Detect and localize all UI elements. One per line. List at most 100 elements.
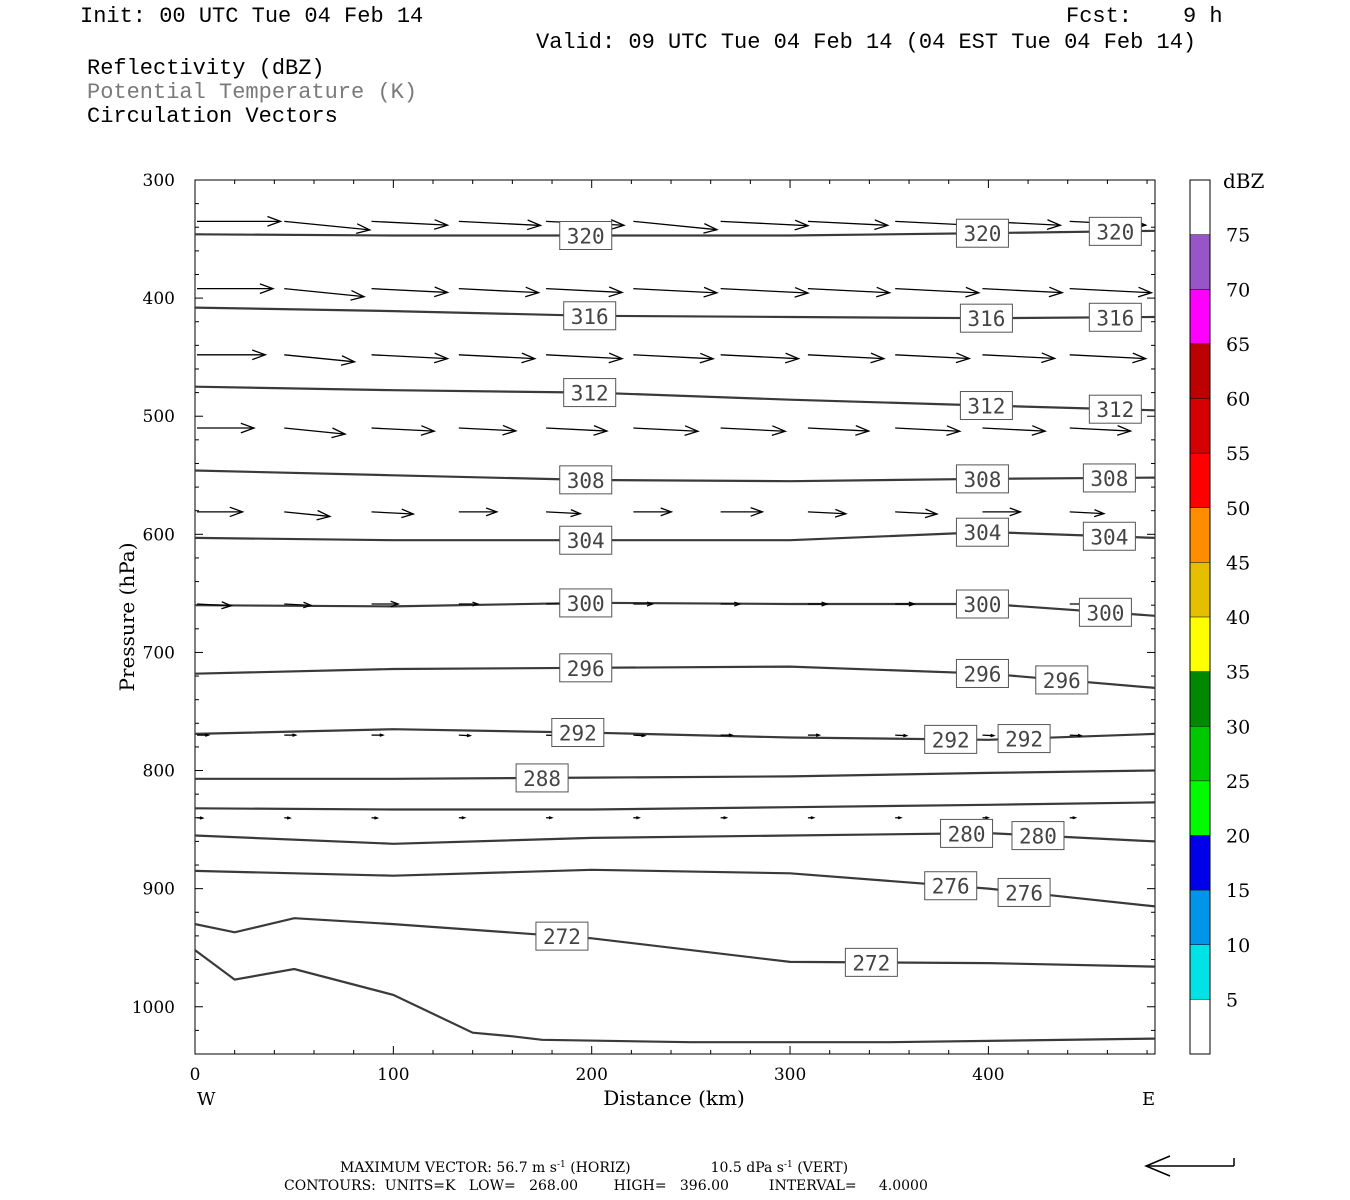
contour-label: 304 bbox=[559, 525, 613, 555]
svg-text:272: 272 bbox=[543, 925, 581, 949]
theta-contour-308 bbox=[195, 469, 1155, 483]
svg-text:316: 316 bbox=[571, 305, 609, 329]
circulation-vector bbox=[1069, 425, 1133, 436]
contour-label: 316 bbox=[959, 303, 1013, 333]
colorbar-label: 75 bbox=[1226, 225, 1250, 247]
circulation-vector bbox=[546, 286, 624, 298]
circulation-vector bbox=[895, 508, 939, 519]
circulation-vector bbox=[546, 816, 554, 820]
circulation-vector bbox=[807, 816, 816, 820]
contour-label: 316 bbox=[1088, 302, 1142, 332]
contour-label: 312 bbox=[563, 378, 617, 408]
y-axis-label: Pressure (hPa) bbox=[115, 543, 139, 692]
circulation-vector bbox=[371, 733, 385, 737]
colorbar-label: 70 bbox=[1226, 279, 1250, 301]
circulation-vector bbox=[284, 427, 347, 439]
circulation-vector bbox=[720, 733, 734, 737]
circulation-vector bbox=[458, 219, 543, 231]
circulation-vector bbox=[895, 286, 981, 298]
colorbar-title: dBZ bbox=[1223, 169, 1265, 193]
circulation-vector bbox=[720, 352, 801, 364]
circulation-vector bbox=[633, 220, 719, 234]
west-label: W bbox=[197, 1089, 216, 1110]
colorbar-label: 50 bbox=[1226, 498, 1250, 520]
colorbar-label: 65 bbox=[1226, 334, 1250, 356]
svg-text:316: 316 bbox=[1096, 306, 1134, 330]
svg-text:296: 296 bbox=[963, 662, 1001, 686]
theta-contour-316 bbox=[195, 306, 1155, 320]
colorbar-swatch bbox=[1190, 180, 1210, 235]
contour-label: 276 bbox=[997, 877, 1051, 907]
circulation-vector bbox=[1069, 352, 1148, 364]
theta-contour-312 bbox=[195, 385, 1155, 412]
circulation-vector bbox=[458, 733, 473, 738]
y-tick-label: 400 bbox=[143, 289, 175, 309]
circulation-vector bbox=[895, 816, 903, 820]
circulation-vector bbox=[720, 286, 810, 298]
colorbar-swatch bbox=[1190, 398, 1210, 454]
circulation-vector bbox=[458, 816, 467, 820]
reference-vector bbox=[1144, 1155, 1235, 1177]
svg-text:292: 292 bbox=[932, 728, 970, 752]
circulation-vector bbox=[458, 507, 499, 517]
circulation-vector bbox=[807, 733, 822, 737]
colorbar-swatch bbox=[1190, 835, 1210, 891]
circulation-vector bbox=[458, 424, 518, 436]
circulation-vector bbox=[371, 352, 450, 364]
svg-text:296: 296 bbox=[567, 657, 605, 681]
circulation-vector bbox=[982, 425, 1048, 436]
contour-label: 300 bbox=[1078, 597, 1132, 627]
colorbar-swatch bbox=[1190, 234, 1210, 290]
contour-label: 272 bbox=[535, 921, 589, 951]
svg-text:320: 320 bbox=[963, 222, 1001, 246]
colorbar: 5 10 15 20 25 30 35 40 45 50 55 60 65 70 75 bbox=[1189, 179, 1250, 1055]
circulation-vector bbox=[633, 816, 641, 820]
svg-text:312: 312 bbox=[967, 395, 1005, 419]
x-tick-label: 100 bbox=[377, 1065, 409, 1085]
contour-label: 316 bbox=[563, 301, 617, 331]
circulation-vector bbox=[895, 425, 962, 437]
circulation-vector bbox=[546, 425, 609, 436]
circulation-vector bbox=[720, 506, 765, 517]
svg-text:276: 276 bbox=[1005, 881, 1043, 905]
circulation-vector bbox=[895, 733, 909, 738]
contour-label: 292 bbox=[551, 717, 605, 747]
east-label: E bbox=[1142, 1089, 1155, 1110]
circulation-vector bbox=[197, 215, 283, 227]
circulation-vector bbox=[458, 601, 480, 607]
circulation-vector bbox=[807, 286, 892, 298]
svg-text:272: 272 bbox=[852, 951, 890, 975]
contour-label: 276 bbox=[924, 871, 978, 901]
svg-text:292: 292 bbox=[1005, 728, 1043, 752]
circulation-vector bbox=[720, 425, 788, 437]
circulation-vector bbox=[895, 601, 917, 607]
contour-label: 312 bbox=[959, 391, 1013, 421]
colorbar-swatch bbox=[1190, 343, 1210, 399]
circulation-vector bbox=[720, 219, 810, 231]
svg-text:296: 296 bbox=[1043, 669, 1081, 693]
circulation-vector bbox=[1069, 509, 1106, 518]
circulation-vector bbox=[720, 816, 729, 820]
contour-label: 296 bbox=[1035, 665, 1089, 695]
svg-text:308: 308 bbox=[963, 468, 1001, 492]
colorbar-swatch bbox=[1190, 453, 1210, 508]
colorbar-swatch bbox=[1190, 999, 1210, 1054]
theta-contour-304 bbox=[195, 530, 1155, 542]
contour-label: 300 bbox=[955, 589, 1009, 619]
contour-label: 296 bbox=[955, 658, 1009, 688]
circulation-vector bbox=[197, 506, 245, 518]
field-reflectivity: Reflectivity (dBZ) bbox=[87, 56, 325, 81]
svg-text:308: 308 bbox=[567, 469, 605, 493]
svg-text:292: 292 bbox=[559, 721, 597, 745]
circulation-vector bbox=[807, 352, 886, 364]
contour-label: 292 bbox=[997, 724, 1051, 754]
circulation-vector bbox=[197, 283, 275, 295]
circulation-vector bbox=[720, 601, 742, 607]
svg-text:304: 304 bbox=[567, 529, 605, 553]
svg-text:280: 280 bbox=[948, 822, 986, 846]
circulation-vector bbox=[546, 509, 583, 518]
svg-text:300: 300 bbox=[963, 593, 1001, 617]
circulation-vector bbox=[546, 352, 624, 364]
contour-label: 296 bbox=[559, 653, 613, 683]
